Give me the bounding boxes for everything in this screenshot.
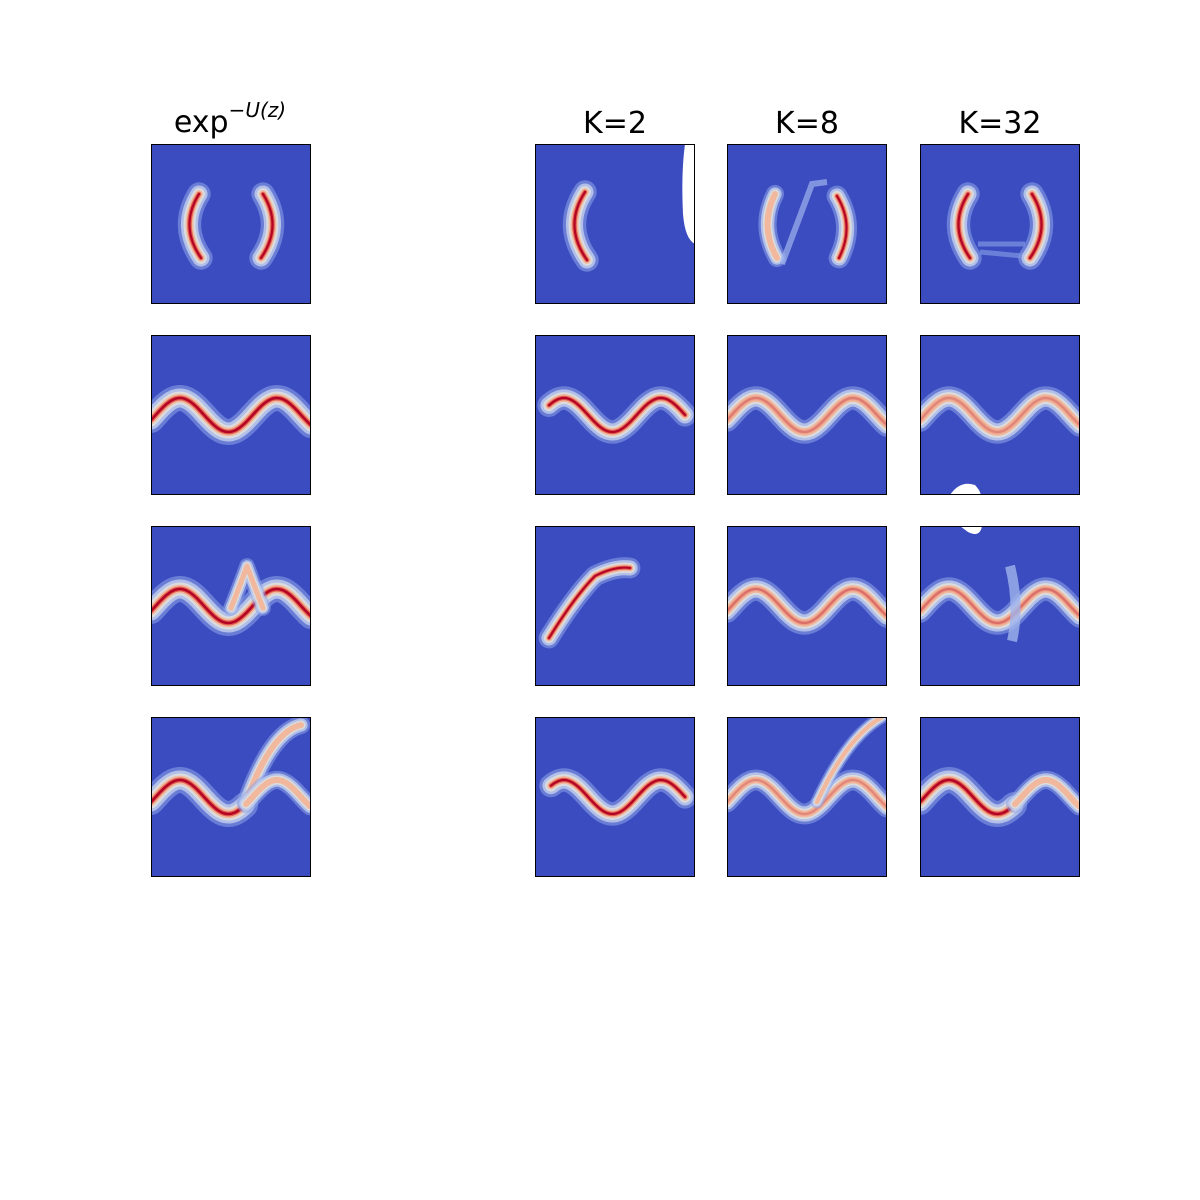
density-heatmap xyxy=(727,717,887,877)
title-exp: exp xyxy=(173,105,229,140)
density-heatmap xyxy=(920,144,1080,304)
panel-frame xyxy=(727,717,887,877)
heatmap-panel-r2-k2 xyxy=(535,335,695,495)
heatmap-panel-r4-target xyxy=(151,717,311,877)
density-band xyxy=(920,526,1080,643)
heatmap-panel-r2-k8 xyxy=(727,335,887,495)
density-heatmap xyxy=(920,717,1080,877)
panel-frame xyxy=(535,335,695,495)
density-band xyxy=(920,386,1080,495)
panel-frame xyxy=(535,526,695,686)
density-heatmap xyxy=(535,335,695,495)
heatmap-panel-r4-k2 xyxy=(535,717,695,877)
column-title-k8: K=8 xyxy=(775,106,839,141)
density-heatmap xyxy=(535,526,695,686)
density-band xyxy=(177,182,285,270)
density-band xyxy=(946,182,1054,270)
heatmap-panel-r2-target xyxy=(151,335,311,495)
heatmap-panel-r4-k8 xyxy=(727,717,887,877)
heatmap-panel-r1-k32 xyxy=(920,144,1080,304)
panel-frame xyxy=(727,144,887,304)
panel-frame xyxy=(727,526,887,686)
density-band xyxy=(727,386,887,444)
panel-frame xyxy=(920,526,1080,686)
heatmap-background xyxy=(535,717,695,877)
heatmap-background xyxy=(535,144,695,304)
column-title-k2: K=2 xyxy=(583,106,647,141)
heatmap-panel-r3-k2 xyxy=(535,526,695,686)
density-band xyxy=(537,386,695,444)
density-heatmap xyxy=(535,717,695,877)
heatmap-background xyxy=(920,335,1080,495)
heatmap-panel-r1-target xyxy=(151,144,311,304)
heatmap-panel-r1-k2 xyxy=(535,144,695,304)
panel-frame xyxy=(151,335,311,495)
density-heatmap xyxy=(151,526,311,686)
title-superscript: −U(z) xyxy=(228,98,287,122)
density-heatmap xyxy=(920,526,1080,686)
density-band xyxy=(151,385,311,445)
heatmap-panel-r1-k8 xyxy=(727,144,887,304)
heatmap-panel-r4-k32 xyxy=(920,717,1080,877)
heatmap-background xyxy=(727,144,887,304)
density-band xyxy=(727,577,887,635)
column-title-target: exp−U(z) xyxy=(130,98,330,140)
heatmap-background xyxy=(535,335,695,495)
panel-frame xyxy=(727,335,887,495)
panel-frame xyxy=(535,717,695,877)
density-heatmap xyxy=(151,144,311,304)
heatmap-background xyxy=(920,717,1080,877)
panel-frame xyxy=(151,717,311,877)
density-band xyxy=(727,717,887,825)
panel-frame xyxy=(535,144,695,304)
heatmap-background xyxy=(727,526,887,686)
density-band xyxy=(538,557,641,649)
heatmap-background xyxy=(920,144,1080,304)
density-heatmap xyxy=(920,335,1080,495)
density-band xyxy=(920,767,1080,827)
density-band xyxy=(151,717,311,827)
panel-frame xyxy=(151,526,311,686)
heatmap-background xyxy=(727,335,887,495)
heatmap-panel-r3-k8 xyxy=(727,526,887,686)
density-band xyxy=(539,768,695,826)
density-heatmap xyxy=(727,144,887,304)
density-band xyxy=(562,144,695,272)
density-band xyxy=(151,558,311,636)
panel-frame xyxy=(920,144,1080,304)
density-heatmap xyxy=(535,144,695,304)
heatmap-background xyxy=(151,144,311,304)
heatmap-background xyxy=(920,526,1080,686)
density-heatmap xyxy=(727,526,887,686)
panel-frame xyxy=(920,717,1080,877)
column-title-k32: K=32 xyxy=(958,106,1042,141)
density-heatmap xyxy=(151,717,311,877)
heatmap-panel-r3-k32 xyxy=(920,526,1080,686)
panel-frame xyxy=(920,335,1080,495)
density-heatmap xyxy=(727,335,887,495)
density-heatmap xyxy=(151,335,311,495)
density-band xyxy=(758,179,857,269)
heatmap-panel-r3-target xyxy=(151,526,311,686)
panel-frame xyxy=(151,144,311,304)
heatmap-panel-r2-k32 xyxy=(920,335,1080,495)
